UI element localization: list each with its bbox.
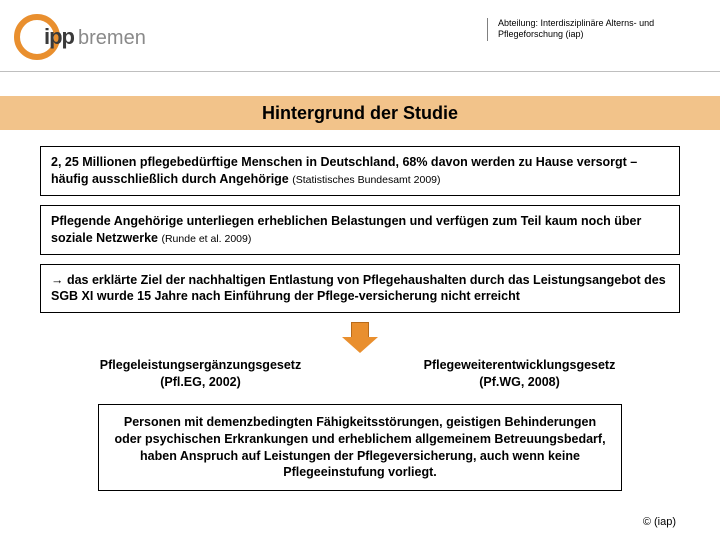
logo-bremen: bremen xyxy=(78,27,146,50)
law-right-sub: (Pf.WG, 2008) xyxy=(479,375,560,389)
arrow-down-icon xyxy=(40,322,680,353)
copyright: © (iap) xyxy=(643,516,676,528)
logo-text: ipp bremen xyxy=(44,24,146,50)
department-label: Abteilung: Interdisziplinäre Alterns- un… xyxy=(487,18,672,41)
law-left-title: Pflegeleistungsergänzungsgesetz xyxy=(100,358,301,372)
content: 2, 25 Millionen pflegebedürftige Mensche… xyxy=(0,130,720,491)
fact-cite: (Runde et al. 2009) xyxy=(161,233,251,245)
law-columns: Pflegeleistungsergänzungsgesetz (Pfl.EG,… xyxy=(70,357,650,390)
fact-box-3: → das erklärte Ziel der nachhaltigen Ent… xyxy=(40,264,680,314)
law-right: Pflegeweiterentwicklungsgesetz (Pf.WG, 2… xyxy=(389,357,650,390)
fact-cite: (Statistisches Bundesamt 2009) xyxy=(292,174,440,186)
header: ipp bremen Abteilung: Interdisziplinäre … xyxy=(0,0,720,72)
conclusion-box: Personen mit demenzbedingten Fähigkeitss… xyxy=(98,404,622,492)
law-right-title: Pflegeweiterentwicklungsgesetz xyxy=(424,358,616,372)
logo-ipp: ipp xyxy=(44,24,74,50)
logo: ipp bremen xyxy=(14,14,60,60)
page-title: Hintergrund der Studie xyxy=(0,96,720,130)
law-left: Pflegeleistungsergänzungsgesetz (Pfl.EG,… xyxy=(70,357,331,390)
fact-text: Pflegende Angehörige unterliegen erhebli… xyxy=(51,214,641,245)
fact-box-2: Pflegende Angehörige unterliegen erhebli… xyxy=(40,205,680,255)
fact-box-1: 2, 25 Millionen pflegebedürftige Mensche… xyxy=(40,146,680,196)
fact-text: → das erklärte Ziel der nachhaltigen Ent… xyxy=(51,273,666,304)
law-left-sub: (Pfl.EG, 2002) xyxy=(160,375,241,389)
